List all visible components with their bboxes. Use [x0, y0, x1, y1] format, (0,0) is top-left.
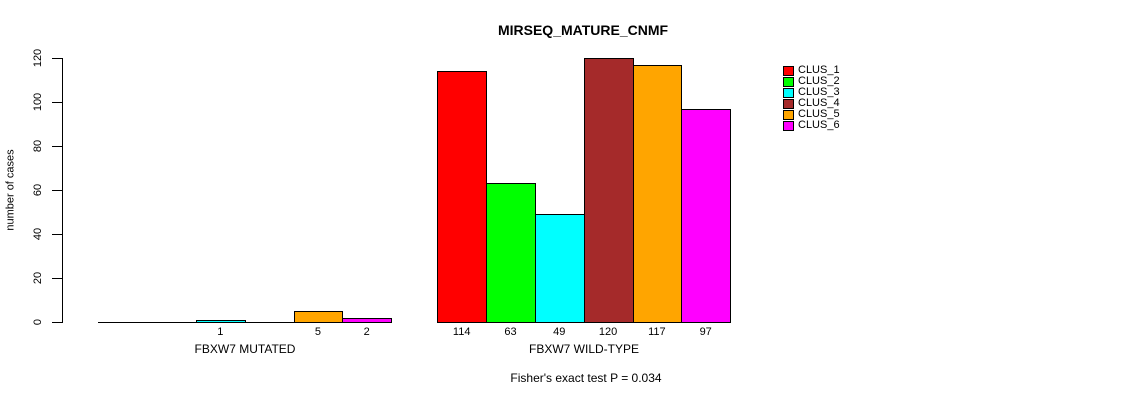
- y-axis-tick: [52, 102, 63, 103]
- chart-title: MIRSEQ_MATURE_CNMF: [497, 22, 669, 38]
- y-axis-tick-label: 100: [31, 92, 44, 112]
- y-axis-tick-label: 0: [32, 318, 44, 326]
- bar-value-label-clus-6-fbxw7-wild-type: 97: [699, 326, 712, 338]
- fisher-test-annotation: Fisher's exact test P = 0.034: [510, 371, 662, 385]
- legend-label-clus-3: CLUS_3: [798, 86, 840, 98]
- bar-clus-3-fbxw7-wild-type: [535, 214, 585, 323]
- y-axis-tick: [52, 58, 63, 59]
- bar-value-label-clus-3-fbxw7-mutated: 1: [217, 326, 224, 338]
- bar-clus-1-fbxw7-wild-type: [437, 71, 487, 323]
- legend-label-clus-6: CLUS_6: [798, 119, 840, 131]
- y-axis-tick: [52, 234, 63, 235]
- bar-value-label-clus-5-fbxw7-wild-type: 117: [648, 326, 666, 338]
- group-label-fbxw7-wild-type: FBXW7 WILD-TYPE: [528, 342, 640, 356]
- y-axis-tick-label: 120: [31, 48, 44, 68]
- legend-entry-clus-1: CLUS_1: [783, 65, 840, 76]
- y-axis-tick: [52, 278, 63, 279]
- group-label-fbxw7-mutated: FBXW7 MUTATED: [194, 342, 296, 356]
- legend-label-clus-4: CLUS_4: [798, 97, 840, 109]
- legend-swatch-clus-6: [783, 120, 794, 131]
- legend-swatch-clus-3: [783, 87, 794, 98]
- bar-value-label-clus-5-fbxw7-mutated: 5: [314, 326, 321, 338]
- bar-value-label-clus-4-fbxw7-wild-type: 120: [598, 326, 618, 338]
- legend-entry-clus-5: CLUS_5: [783, 109, 840, 120]
- legend-entry-clus-6: CLUS_6: [783, 120, 840, 131]
- y-axis-tick-label: 80: [32, 139, 44, 153]
- legend-entry-clus-3: CLUS_3: [783, 87, 840, 98]
- bar-value-label-clus-1-fbxw7-wild-type: 114: [452, 326, 471, 338]
- legend-label-clus-2: CLUS_2: [798, 75, 840, 87]
- bar-clus-5-fbxw7-wild-type: [633, 65, 682, 323]
- bar-clus-6-fbxw7-wild-type: [681, 109, 731, 323]
- legend-swatch-clus-4: [783, 98, 794, 109]
- legend-label-clus-5: CLUS_5: [798, 108, 840, 120]
- legend-label-clus-1: CLUS_1: [798, 64, 840, 76]
- legend-swatch-clus-2: [783, 76, 794, 87]
- legend-entry-clus-2: CLUS_2: [783, 76, 840, 87]
- y-axis-tick-label: 20: [32, 271, 44, 285]
- bar-value-label-clus-2-fbxw7-wild-type: 63: [504, 326, 517, 338]
- y-axis-tick: [52, 146, 63, 147]
- bar-value-label-clus-3-fbxw7-wild-type: 49: [553, 326, 566, 338]
- legend-swatch-clus-1: [783, 65, 794, 76]
- bar-clus-3-fbxw7-mutated: [196, 320, 246, 323]
- y-axis-tick: [52, 322, 63, 323]
- bar-clus-4-fbxw7-wild-type: [584, 58, 634, 323]
- y-axis-tick: [52, 190, 63, 191]
- y-axis-tick-label: 60: [32, 183, 44, 197]
- y-axis-label: number of cases: [5, 149, 18, 231]
- legend-swatch-clus-5: [783, 109, 794, 120]
- bar-clus-5-fbxw7-mutated: [294, 311, 343, 323]
- bar-clus-2-fbxw7-wild-type: [486, 183, 536, 323]
- bar-clus-6-fbxw7-mutated: [342, 318, 392, 323]
- legend-entry-clus-4: CLUS_4: [783, 98, 840, 109]
- bar-value-label-clus-6-fbxw7-mutated: 2: [363, 326, 370, 338]
- y-axis-tick-label: 40: [32, 227, 44, 241]
